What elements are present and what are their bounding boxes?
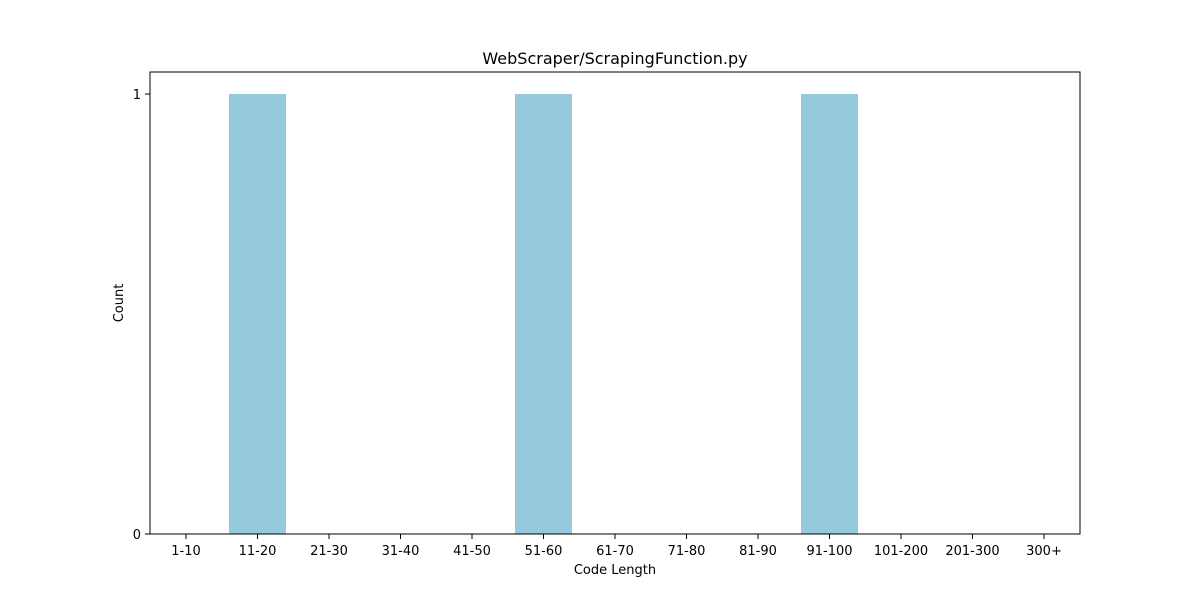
x-axis-ticks: 1-10 11-20 21-30 31-40 41-50 51-60 61-70 71-80 8… <box>171 534 1062 559</box>
bar-11-20 <box>229 94 286 534</box>
plot-frame <box>149 71 1081 535</box>
y-axis-label: Count <box>112 284 127 323</box>
x-tick-label: 51-60 <box>525 544 563 559</box>
y-axis-ticks: 01 <box>133 88 150 543</box>
x-axis-label: Code Length <box>574 563 656 578</box>
x-tick-label: 81-90 <box>739 544 777 559</box>
x-tick-label: 201-300 <box>945 544 999 559</box>
y-tick-label: 0 <box>133 528 141 543</box>
x-tick-label: 41-50 <box>453 544 491 559</box>
x-tick-label: 11-20 <box>239 544 277 559</box>
x-tick-label: 21-30 <box>310 544 348 559</box>
x-tick-label: 1-10 <box>171 544 201 559</box>
x-tick-label: 91-100 <box>806 544 852 559</box>
bar-91-100 <box>801 94 858 534</box>
x-tick-label: 101-200 <box>874 544 928 559</box>
chart-title: WebScraper/ScrapingFunction.py <box>482 49 747 68</box>
y-tick-label: 1 <box>133 88 141 103</box>
x-tick-label: 300+ <box>1026 544 1062 559</box>
x-tick-label: 31-40 <box>382 544 420 559</box>
bars-group <box>229 94 858 534</box>
x-tick-label: 61-70 <box>596 544 634 559</box>
x-tick-label: 71-80 <box>668 544 706 559</box>
bar-51-60 <box>515 94 572 534</box>
